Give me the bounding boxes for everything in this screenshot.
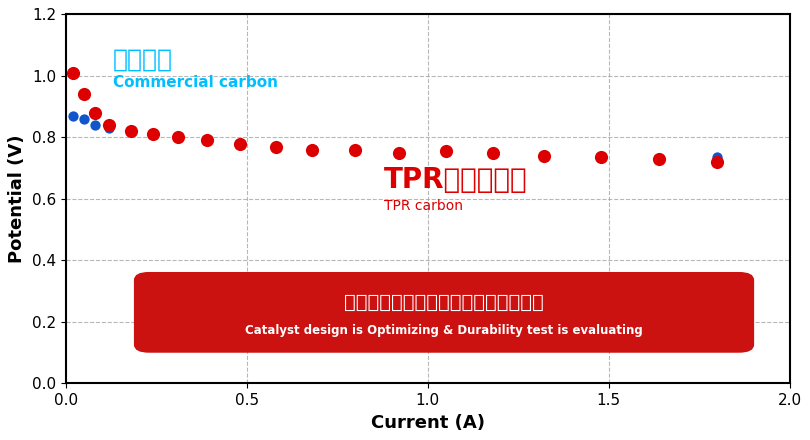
Point — [125, 128, 138, 135]
Point — [78, 91, 91, 98]
Y-axis label: Potential (V): Potential (V) — [8, 135, 27, 263]
Text: TPR製カーボン: TPR製カーボン — [384, 166, 528, 194]
Point — [201, 137, 214, 144]
Point — [147, 131, 160, 138]
Point — [172, 134, 185, 141]
Point — [125, 128, 138, 135]
Point — [66, 112, 79, 119]
Point — [537, 152, 550, 159]
Point — [269, 143, 282, 150]
Text: 触媒条件最適化中・耗久性試験評価中: 触媒条件最適化中・耗久性試験評価中 — [344, 293, 544, 312]
FancyBboxPatch shape — [134, 273, 753, 352]
Text: Commercial carbon: Commercial carbon — [113, 75, 278, 90]
Point — [349, 146, 362, 153]
Point — [103, 121, 116, 128]
Point — [537, 152, 550, 159]
Point — [710, 154, 723, 161]
Point — [392, 149, 405, 156]
Point — [201, 137, 214, 144]
Point — [269, 143, 282, 150]
Point — [88, 109, 101, 116]
Point — [710, 158, 723, 165]
Point — [439, 148, 452, 155]
Point — [147, 131, 160, 138]
Point — [78, 115, 91, 122]
Point — [349, 146, 362, 153]
Point — [653, 155, 666, 162]
Point — [66, 69, 79, 76]
Text: 市販炭素: 市販炭素 — [113, 48, 173, 72]
Point — [172, 134, 185, 141]
Point — [595, 154, 608, 161]
Point — [305, 146, 318, 153]
Point — [305, 146, 318, 153]
X-axis label: Current (A): Current (A) — [371, 414, 484, 432]
Point — [392, 149, 405, 156]
Text: TPR carbon: TPR carbon — [384, 198, 463, 213]
Point — [653, 155, 666, 162]
Point — [103, 125, 116, 132]
Point — [486, 149, 499, 156]
Point — [233, 140, 246, 147]
Point — [595, 154, 608, 161]
Point — [233, 140, 246, 147]
Point — [439, 148, 452, 155]
Point — [88, 121, 101, 128]
Point — [486, 149, 499, 156]
Text: Catalyst design is Optimizing & Durability test is evaluating: Catalyst design is Optimizing & Durabili… — [245, 324, 643, 337]
